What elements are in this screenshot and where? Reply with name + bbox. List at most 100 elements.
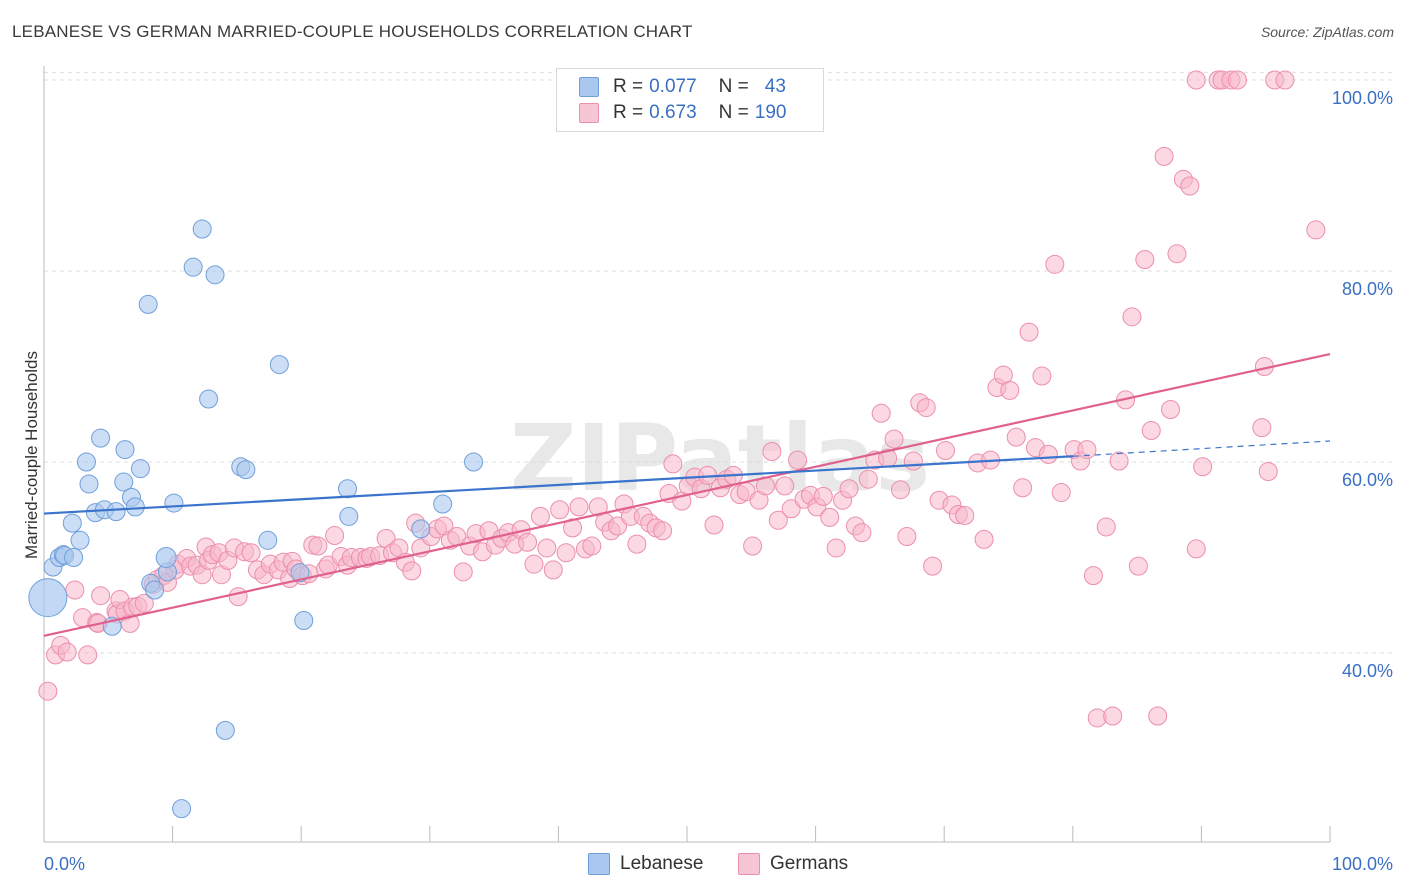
- x-tick-label: 0.0%: [44, 854, 85, 874]
- germans-point: [134, 593, 154, 613]
- germans-point: [1148, 706, 1168, 726]
- r-value: 0.673: [649, 102, 697, 123]
- germans-point: [569, 497, 589, 517]
- lebanese-point: [79, 474, 99, 494]
- germans-point: [550, 500, 570, 520]
- germans-point: [1051, 483, 1071, 503]
- germans-point: [38, 681, 58, 701]
- lebanese-point: [433, 494, 453, 514]
- germans-point: [768, 510, 788, 530]
- germans-point: [890, 480, 910, 500]
- germans-point: [1275, 70, 1295, 90]
- germans-point: [1186, 539, 1206, 559]
- germans-point: [1077, 440, 1097, 460]
- lebanese-point: [215, 720, 235, 740]
- lebanese-point: [205, 265, 225, 285]
- lebanese-point: [130, 459, 150, 479]
- germans-point: [852, 523, 872, 543]
- germans-point: [1161, 399, 1181, 419]
- germans-point: [916, 398, 936, 418]
- germans-point: [775, 476, 795, 496]
- germans-point: [1227, 70, 1247, 90]
- germans-point: [704, 515, 724, 535]
- r-label: R =: [613, 102, 644, 123]
- germans-point: [1154, 146, 1174, 166]
- germans-point: [308, 536, 328, 556]
- lebanese-point: [64, 548, 84, 567]
- lebanese-point-large: [155, 547, 177, 568]
- lebanese-point: [269, 355, 289, 375]
- germans-point: [820, 507, 840, 527]
- germans-point: [1038, 444, 1058, 464]
- germans-point: [663, 454, 683, 474]
- germans-point: [935, 441, 955, 461]
- bottom-legend-lebanese: Lebanese: [588, 852, 703, 876]
- germans-point: [1258, 462, 1278, 482]
- y-tick-label: 100.0%: [1332, 88, 1393, 108]
- y-tick-labels: 40.0% 60.0% 80.0% 100.0%: [1332, 88, 1393, 681]
- lebanese-points: [28, 219, 484, 819]
- legend-row-germans: R = 0.673 N = 190: [579, 101, 786, 125]
- lebanese-point: [183, 257, 203, 277]
- germans-point: [582, 536, 602, 556]
- germans-point: [65, 580, 85, 600]
- germans-point: [518, 532, 538, 552]
- germans-point: [653, 521, 673, 541]
- legend-row-lebanese: R = 0.077 N = 43: [579, 75, 786, 99]
- lebanese-point: [199, 389, 219, 409]
- lebanese-point: [115, 440, 135, 460]
- lebanese-point: [192, 219, 212, 239]
- lebanese-point: [138, 294, 158, 314]
- lebanese-point: [290, 563, 310, 583]
- y-axis-label: Married-couple Households: [22, 351, 41, 559]
- germans-point: [923, 556, 943, 576]
- germans-point: [627, 534, 647, 554]
- germans-point: [402, 561, 422, 581]
- n-label: N =: [718, 76, 749, 97]
- n-value: 43: [764, 76, 786, 97]
- x-tick-label: 100.0%: [1332, 854, 1393, 874]
- germans-point: [1103, 706, 1123, 726]
- germans-points: [38, 70, 1326, 728]
- germans-point: [530, 506, 550, 526]
- germans-point: [1083, 566, 1103, 586]
- y-tick-label: 40.0%: [1342, 661, 1393, 681]
- germans-swatch: [579, 103, 599, 123]
- germans-point: [1122, 307, 1142, 327]
- germans-point: [762, 441, 782, 461]
- germans-point: [57, 642, 77, 662]
- lebanese-swatch: [579, 77, 599, 97]
- germans-point: [1135, 250, 1155, 270]
- lebanese-label: Lebanese: [620, 853, 704, 874]
- germans-point: [325, 526, 345, 546]
- germans-point: [228, 587, 248, 607]
- germans-point: [1096, 517, 1116, 537]
- germans-point: [839, 479, 859, 499]
- chart-title: LEBANESE VS GERMAN MARRIED-COUPLE HOUSEH…: [12, 22, 693, 41]
- germans-point: [1180, 176, 1200, 196]
- n-label: N =: [718, 102, 749, 123]
- germans-point: [974, 529, 994, 549]
- r-value: 0.077: [649, 76, 697, 97]
- germans-point: [1019, 322, 1039, 342]
- germans-swatch: [738, 853, 760, 875]
- lebanese-trend-extension: [1072, 440, 1331, 457]
- lebanese-point: [339, 506, 359, 526]
- n-value: 190: [754, 102, 787, 123]
- germans-point: [897, 526, 917, 546]
- germans-point: [781, 499, 801, 519]
- lebanese-point: [76, 452, 96, 472]
- lebanese-point: [164, 493, 184, 513]
- lebanese-point: [70, 530, 90, 550]
- lebanese-point: [114, 472, 134, 492]
- germans-point: [1186, 70, 1206, 90]
- germans-point: [1128, 556, 1148, 576]
- lebanese-swatch: [588, 853, 610, 875]
- germans-point: [241, 543, 261, 563]
- bottom-legend-germans: Germans: [738, 852, 848, 876]
- germans-point: [743, 536, 763, 556]
- germans-point: [858, 469, 878, 489]
- lebanese-point: [106, 502, 126, 522]
- germans-point: [543, 560, 563, 580]
